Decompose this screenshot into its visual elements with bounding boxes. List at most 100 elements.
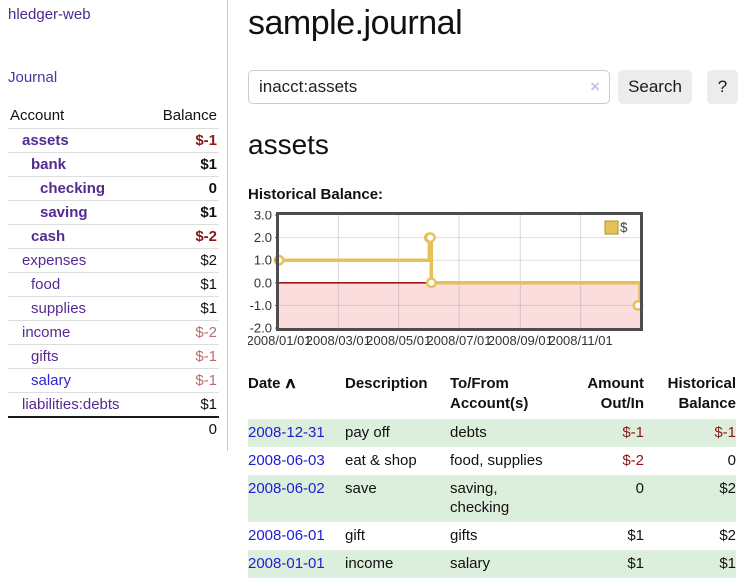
register-row: 2008-06-01 gift gifts $1 $2 <box>248 522 736 550</box>
transaction-balance: 0 <box>727 451 736 469</box>
balance-column-header: Balance <box>162 107 217 124</box>
transaction-amount: $1 <box>627 527 644 545</box>
account-balance: $-1 <box>147 344 219 369</box>
total-spacer <box>8 416 148 441</box>
transaction-date-link[interactable]: 2008-12-31 <box>248 424 325 442</box>
account-link-salary[interactable]: salary <box>31 372 72 389</box>
account-row-assets: assets $-1 <box>8 128 219 153</box>
account-link-checking[interactable]: checking <box>40 180 106 197</box>
transaction-amount: $-1 <box>622 424 644 442</box>
account-heading: assets <box>248 129 329 161</box>
transaction-description: gift <box>345 527 366 545</box>
sidebar: hledger-web Journal Account Balance asse… <box>0 0 228 451</box>
main-content: sample.journal × Search ? assets Histori… <box>228 0 742 578</box>
transaction-date-link[interactable]: 2008-01-01 <box>248 555 325 573</box>
sort-ascending-icon: ∧ <box>283 375 297 393</box>
account-link-bank[interactable]: bank <box>31 156 67 173</box>
app-title-link[interactable]: hledger-web <box>8 6 91 23</box>
register-row: 2008-01-01 income salary $1 $1 <box>248 550 736 578</box>
accounts-total-balance: 0 <box>147 416 219 441</box>
account-link-assets[interactable]: assets <box>22 132 69 149</box>
svg-text:2008/03/01: 2008/03/01 <box>306 333 371 348</box>
svg-text:2008/09/01: 2008/09/01 <box>488 333 553 348</box>
transaction-description: eat & shop <box>345 451 417 469</box>
svg-text:$: $ <box>620 220 628 235</box>
register-row: 2008-12-31 pay off debts $-1 $-1 <box>248 419 736 447</box>
account-balance: $-1 <box>147 368 219 393</box>
sidebar-item-journal[interactable]: Journal <box>8 69 58 86</box>
balance-chart: 3.0 2.0 1.0 0.0 -1.0 -2.0 2008/01/01 2008/03/01… <box>248 211 738 351</box>
transaction-description: income <box>345 555 394 573</box>
svg-text:-2.0: -2.0 <box>250 321 272 336</box>
account-balance: $1 <box>147 296 219 321</box>
account-row-bank: bank $1 <box>8 152 219 177</box>
account-row-food: food $1 <box>8 272 219 297</box>
account-balance: $1 <box>147 200 219 225</box>
transaction-description: save <box>345 479 377 497</box>
description-column-header: Description <box>345 375 428 393</box>
account-link-expenses[interactable]: expenses <box>22 252 87 269</box>
account-balance: $-1 <box>147 128 219 153</box>
account-row-cash: cash $-2 <box>8 224 219 249</box>
search-box: × <box>248 70 610 105</box>
transaction-balance: $1 <box>719 555 736 573</box>
search-button[interactable]: Search <box>618 70 692 105</box>
account-link-gifts[interactable]: gifts <box>31 348 59 365</box>
account-row-liabilities-debts: liabilities:debts $1 <box>8 392 219 417</box>
svg-text:2008/07/01: 2008/07/01 <box>426 333 491 348</box>
transaction-accounts: debts <box>450 424 487 442</box>
account-link-supplies[interactable]: supplies <box>31 300 87 317</box>
register-table: Date ∧ Description To/From Account(s) Amo… <box>248 372 736 578</box>
help-button[interactable]: ? <box>707 70 738 105</box>
account-link-liabilities-debts[interactable]: liabilities:debts <box>22 396 120 413</box>
account-link-food[interactable]: food <box>31 276 61 293</box>
account-balance: $2 <box>147 248 219 273</box>
register-row: 2008-06-02 save saving, checking 0 $2 <box>248 474 736 523</box>
account-row-salary: salary $-1 <box>8 368 219 393</box>
account-balance: $1 <box>147 152 219 177</box>
transaction-accounts: gifts <box>450 527 478 545</box>
svg-text:2008/01/01: 2008/01/01 <box>248 333 312 348</box>
register-header-row: Date ∧ Description To/From Account(s) Amo… <box>248 372 736 419</box>
account-balance: $1 <box>147 272 219 297</box>
page-title: sample.journal <box>248 4 463 42</box>
clear-search-icon[interactable]: × <box>590 77 600 97</box>
transaction-date-link[interactable]: 2008-06-02 <box>248 479 325 497</box>
svg-text:0.0: 0.0 <box>254 275 272 290</box>
svg-text:2.0: 2.0 <box>254 230 272 245</box>
transaction-date-link[interactable]: 2008-06-01 <box>248 527 325 545</box>
account-link-saving[interactable]: saving <box>40 204 88 221</box>
search-input[interactable] <box>248 70 610 105</box>
date-column-header[interactable]: Date ∧ <box>248 375 297 393</box>
svg-text:3.0: 3.0 <box>254 211 272 223</box>
transaction-description: pay off <box>345 424 390 442</box>
accounts-column-header: To/From Account(s) <box>450 375 529 412</box>
accounts-table-header: Account Balance <box>8 104 219 129</box>
account-row-gifts: gifts $-1 <box>8 344 219 369</box>
transaction-date-link[interactable]: 2008-06-03 <box>248 451 325 469</box>
amount-column-header: Amount Out/In <box>587 375 644 412</box>
balance-column-header: Historical Balance <box>667 375 736 412</box>
register-row: 2008-06-03 eat & shop food, supplies $-2… <box>248 447 736 475</box>
balance-chart-svg: 3.0 2.0 1.0 0.0 -1.0 -2.02008/01/012008/03/01… <box>248 211 644 348</box>
account-balance: $1 <box>147 392 219 417</box>
account-balance: $-2 <box>147 224 219 249</box>
transaction-balance: $-1 <box>714 424 736 442</box>
transaction-accounts: salary <box>450 555 491 573</box>
svg-text:-1.0: -1.0 <box>250 298 272 313</box>
account-row-income: income $-2 <box>8 320 219 345</box>
account-balance: 0 <box>147 176 219 201</box>
transaction-amount: $1 <box>627 555 644 573</box>
account-link-income[interactable]: income <box>22 324 71 341</box>
transaction-balance: $2 <box>719 527 736 545</box>
account-row-saving: saving $1 <box>8 200 219 225</box>
account-row-supplies: supplies $1 <box>8 296 219 321</box>
svg-text:2008/05/01: 2008/05/01 <box>366 333 431 348</box>
svg-text:1.0: 1.0 <box>254 253 272 268</box>
account-balance: $-2 <box>147 320 219 345</box>
accounts-total-row: 0 <box>8 416 219 441</box>
transaction-amount: 0 <box>635 479 644 497</box>
transaction-accounts: saving, checking <box>450 479 510 517</box>
svg-text:2008/11/01: 2008/11/01 <box>549 333 613 348</box>
account-link-cash[interactable]: cash <box>31 228 66 245</box>
